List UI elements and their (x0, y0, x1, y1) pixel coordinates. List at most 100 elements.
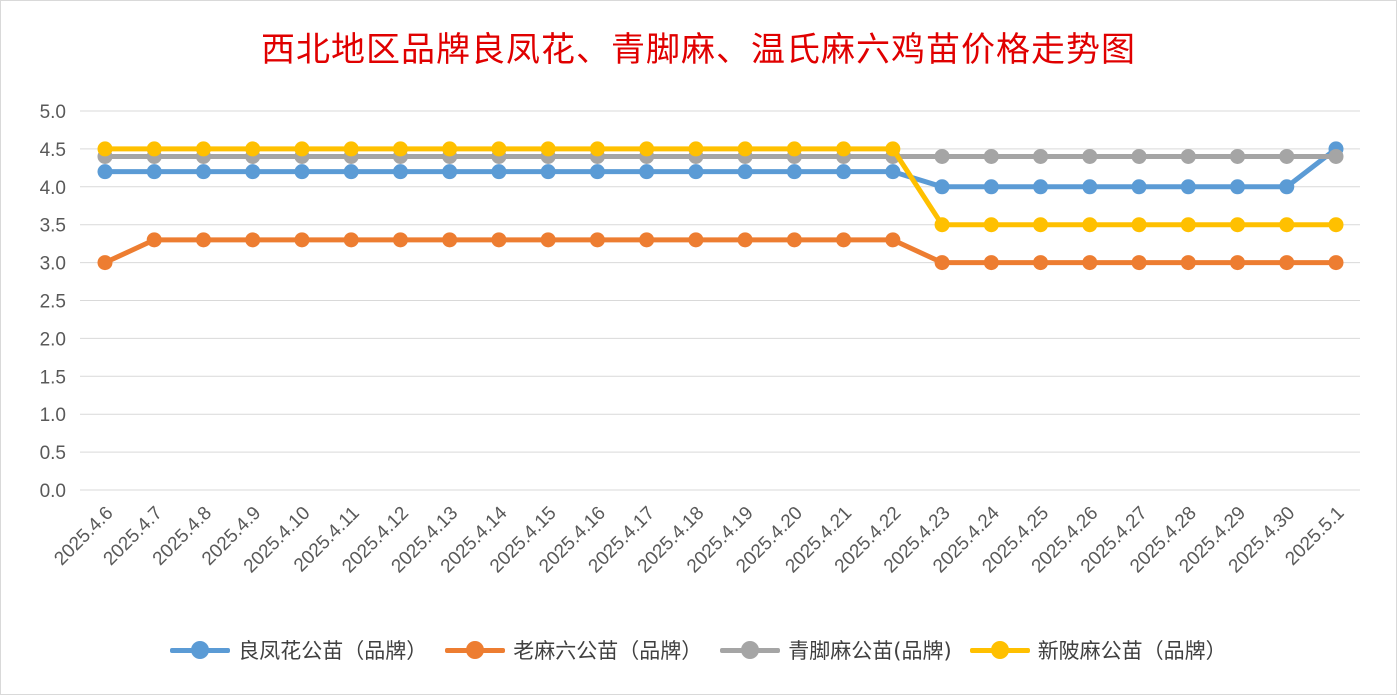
data-point[interactable] (639, 232, 655, 248)
data-point[interactable] (245, 232, 261, 248)
series-1 (97, 232, 1344, 271)
data-point[interactable] (688, 164, 704, 180)
data-point[interactable] (540, 232, 556, 248)
data-point[interactable] (1328, 217, 1344, 233)
legend-item-xinpima[interactable]: 新陂麻公苗（品牌） (969, 635, 1227, 665)
data-point[interactable] (688, 232, 704, 248)
data-point[interactable] (1279, 148, 1295, 164)
data-point[interactable] (146, 141, 162, 157)
data-point[interactable] (1230, 217, 1246, 233)
y-tick-label: 3.5 (40, 216, 66, 237)
series-line (102, 237, 1339, 266)
y-tick-label: 0.0 (40, 481, 66, 502)
data-point[interactable] (934, 255, 950, 271)
data-point[interactable] (836, 141, 852, 157)
data-point[interactable] (786, 232, 802, 248)
data-point[interactable] (491, 141, 507, 157)
data-point[interactable] (97, 141, 113, 157)
data-point[interactable] (786, 141, 802, 157)
data-point[interactable] (1180, 179, 1196, 195)
data-point[interactable] (1180, 217, 1196, 233)
data-point[interactable] (146, 164, 162, 180)
data-point[interactable] (97, 164, 113, 180)
data-point[interactable] (1082, 148, 1098, 164)
data-point[interactable] (786, 164, 802, 180)
legend-item-qingjiaoma[interactable]: 青脚麻公苗(品牌) (720, 635, 952, 665)
data-point[interactable] (1131, 217, 1147, 233)
data-point[interactable] (1230, 255, 1246, 271)
data-point[interactable] (1180, 148, 1196, 164)
data-point[interactable] (1279, 255, 1295, 271)
data-point[interactable] (97, 255, 113, 271)
data-point[interactable] (1033, 255, 1049, 271)
data-point[interactable] (1082, 217, 1098, 233)
data-point[interactable] (836, 232, 852, 248)
legend: 良凤花公苗（品牌） 老麻六公苗（品牌） 青脚麻公苗(品牌) 新陂麻公苗（品牌） (0, 634, 1397, 666)
data-point[interactable] (491, 232, 507, 248)
data-point[interactable] (1131, 255, 1147, 271)
data-point[interactable] (639, 141, 655, 157)
data-point[interactable] (1131, 148, 1147, 164)
data-point[interactable] (392, 141, 408, 157)
data-point[interactable] (392, 164, 408, 180)
data-point[interactable] (934, 179, 950, 195)
data-point[interactable] (1033, 148, 1049, 164)
data-point[interactable] (885, 141, 901, 157)
data-point[interactable] (294, 141, 310, 157)
data-point[interactable] (1328, 148, 1344, 164)
data-point[interactable] (294, 232, 310, 248)
data-point[interactable] (589, 232, 605, 248)
data-point[interactable] (1180, 255, 1196, 271)
data-point[interactable] (343, 232, 359, 248)
data-point[interactable] (195, 164, 211, 180)
data-point[interactable] (885, 232, 901, 248)
data-point[interactable] (245, 141, 261, 157)
data-point[interactable] (737, 232, 753, 248)
data-point[interactable] (1328, 255, 1344, 271)
legend-item-lao-maliu[interactable]: 老麻六公苗（品牌） (445, 635, 702, 665)
data-point[interactable] (1230, 148, 1246, 164)
data-point[interactable] (1279, 217, 1295, 233)
data-point[interactable] (1082, 179, 1098, 195)
data-point[interactable] (343, 141, 359, 157)
data-point[interactable] (737, 141, 753, 157)
y-axis-ticks: 0.0 0.5 1.0 1.5 2.0 2.5 3.0 3.5 4.0 4.5 5.0 (40, 102, 66, 502)
data-point[interactable] (983, 179, 999, 195)
data-point[interactable] (540, 141, 556, 157)
data-point[interactable] (639, 164, 655, 180)
data-point[interactable] (146, 232, 162, 248)
data-point[interactable] (688, 141, 704, 157)
y-tick-label: 2.5 (40, 292, 66, 313)
data-point[interactable] (1230, 179, 1246, 195)
legend-swatch-icon (170, 640, 231, 660)
gridlines (80, 110, 1360, 491)
data-point[interactable] (836, 164, 852, 180)
data-point[interactable] (1082, 255, 1098, 271)
data-point[interactable] (589, 164, 605, 180)
data-point[interactable] (1279, 179, 1295, 195)
data-point[interactable] (491, 164, 507, 180)
data-point[interactable] (442, 164, 458, 180)
data-point[interactable] (442, 232, 458, 248)
data-point[interactable] (294, 164, 310, 180)
y-tick-label: 4.0 (40, 178, 66, 199)
data-point[interactable] (885, 164, 901, 180)
data-point[interactable] (1131, 179, 1147, 195)
data-point[interactable] (245, 164, 261, 180)
data-point[interactable] (343, 164, 359, 180)
data-point[interactable] (392, 232, 408, 248)
data-point[interactable] (442, 141, 458, 157)
data-point[interactable] (540, 164, 556, 180)
data-point[interactable] (589, 141, 605, 157)
legend-item-liangfenghua[interactable]: 良凤花公苗（品牌） (170, 635, 427, 665)
data-point[interactable] (983, 148, 999, 164)
data-point[interactable] (983, 255, 999, 271)
data-point[interactable] (737, 164, 753, 180)
data-point[interactable] (934, 148, 950, 164)
data-point[interactable] (195, 141, 211, 157)
data-point[interactable] (195, 232, 211, 248)
data-point[interactable] (1033, 217, 1049, 233)
data-point[interactable] (934, 217, 950, 233)
data-point[interactable] (983, 217, 999, 233)
data-point[interactable] (1033, 179, 1049, 195)
